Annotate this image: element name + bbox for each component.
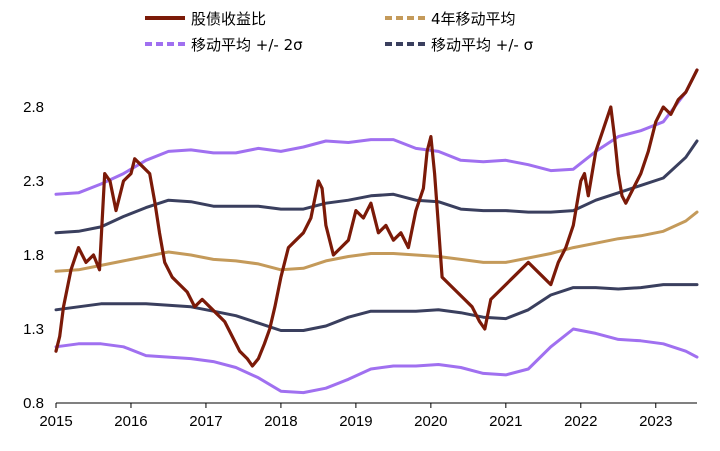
legend-label: 4年移动平均 [431,10,516,28]
x-tick-label: 2018 [264,413,297,430]
legend-item-2: 移动平均 +/- 2σ [145,36,303,54]
series-line-3 [54,139,699,235]
x-tick-label: 2017 [189,413,222,430]
x-tick-label: 2019 [339,413,372,430]
y-axis: 0.8 1.3 1.8 2.3 2.8 [23,99,44,412]
x-tick-label: 2015 [39,413,72,430]
series-line-2 [54,68,699,196]
series-layer [54,68,699,395]
legend-label: 股债收益比 [191,10,266,28]
x-tick-label: 2023 [639,413,672,430]
legend-label: 移动平均 +/- σ [431,36,534,54]
y-tick-label: 1.8 [23,247,44,264]
series-line-0 [54,68,699,368]
x-axis: 2015 2016 2017 2018 2019 2020 2021 2022 2023 [39,402,697,430]
series-line-1 [54,210,699,273]
y-tick-label: 2.8 [23,99,44,116]
series-line-lower-2 [54,327,699,395]
x-tick-label: 2021 [489,413,522,430]
x-tick-label: 2016 [114,413,147,430]
series-line-lower-3 [54,283,699,332]
legend-item-3: 移动平均 +/- σ [385,36,534,54]
y-tick-label: 2.3 [23,173,44,190]
y-tick-label: 1.3 [23,321,44,338]
legend-label: 移动平均 +/- 2σ [191,36,303,54]
x-tick-label: 2022 [564,413,597,430]
y-tick-label: 0.8 [23,395,44,412]
legend-item-0: 股债收益比 [145,10,266,28]
x-tick-label: 2020 [414,413,447,430]
legend-item-1: 4年移动平均 [385,10,516,28]
